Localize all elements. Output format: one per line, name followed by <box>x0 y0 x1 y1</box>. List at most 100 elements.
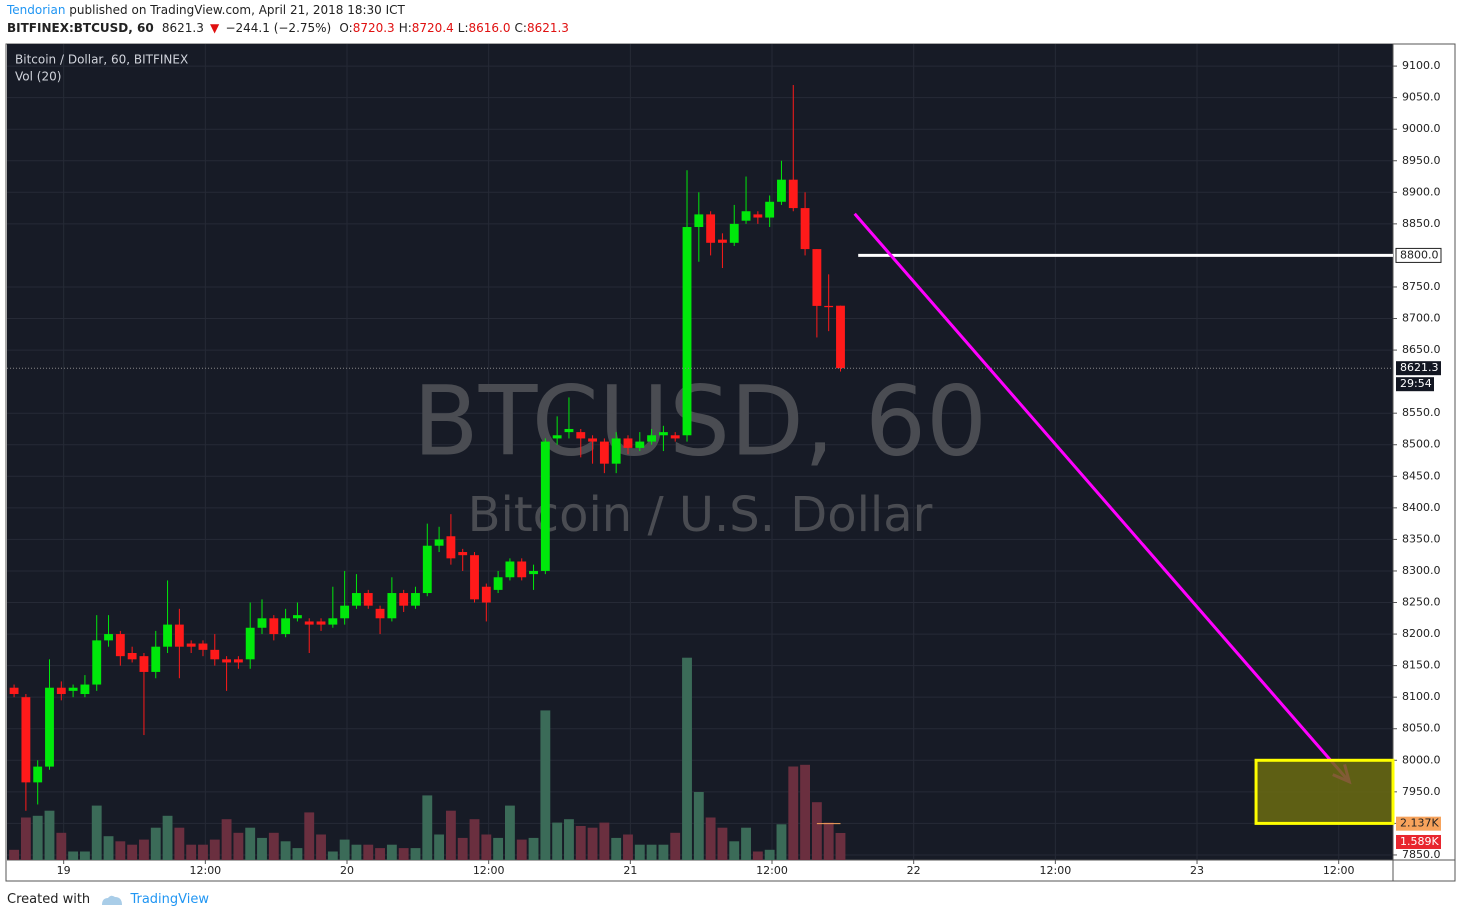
candle-body <box>363 593 373 606</box>
x-tick-label: 21 <box>623 864 637 877</box>
volume-bar <box>717 827 728 860</box>
candle-body <box>9 687 19 695</box>
volume-bar <box>682 657 692 860</box>
countdown: 29:54 <box>1400 377 1432 390</box>
volume-bar <box>20 817 31 860</box>
candle-body <box>68 687 78 691</box>
brand[interactable]: TradingView <box>130 892 209 907</box>
volume-bar <box>811 802 822 860</box>
volume-bar <box>386 844 397 860</box>
volume-bar <box>233 832 244 860</box>
candle-body <box>741 211 751 221</box>
candle-body <box>824 305 834 308</box>
volume-bar <box>823 822 834 860</box>
volume-bar <box>623 834 633 860</box>
volume-last-box <box>1396 834 1441 849</box>
y-tick-label: 8900.0 <box>1402 185 1441 198</box>
candle-body <box>481 586 491 603</box>
candle-body <box>352 593 361 606</box>
y-tick-label: 9000.0 <box>1402 122 1441 135</box>
y-tick-label: 8700.0 <box>1402 312 1441 325</box>
candle-body <box>210 649 220 660</box>
x-tick-label: 12:00 <box>1323 864 1355 877</box>
candle-body <box>328 618 338 625</box>
candle-body <box>56 687 66 695</box>
volume-bar <box>729 841 740 860</box>
footer: Created with TradingView <box>7 892 213 907</box>
volume-bar <box>9 849 20 860</box>
candle-body <box>292 615 302 619</box>
volume-bar <box>469 819 480 860</box>
y-tick-label: 8450.0 <box>1402 469 1441 482</box>
ohlc-key: L: <box>457 21 469 35</box>
volume-bar <box>115 841 126 860</box>
candle-body <box>115 634 125 657</box>
candle-body <box>552 435 562 439</box>
volume-bar <box>139 839 149 860</box>
change-arrow: ▼ <box>210 21 220 35</box>
volume-bar <box>540 710 551 860</box>
volume-bar <box>339 839 350 860</box>
candle-body <box>281 618 291 635</box>
volume-bar <box>398 848 409 860</box>
candle-body <box>92 640 102 685</box>
candle-body <box>245 627 255 660</box>
candle-body <box>647 435 657 442</box>
volume-bar <box>198 844 208 860</box>
candle-body <box>812 249 822 306</box>
x-tick-label: 22 <box>907 864 921 877</box>
candle-body <box>174 624 184 647</box>
volume-bar <box>516 839 527 860</box>
y-tick-label: 8250.0 <box>1402 596 1441 609</box>
y-tick-label: 8350.0 <box>1402 532 1441 545</box>
volume-bar <box>764 849 775 860</box>
volume-bar <box>410 848 421 860</box>
watermark: BTCUSD, 60 <box>413 365 987 477</box>
volume-bar <box>705 817 716 860</box>
volume-bar <box>741 827 751 860</box>
volume-bar <box>245 827 256 860</box>
volume-bar <box>363 844 374 860</box>
volume-bar <box>127 844 138 860</box>
candle-body <box>658 432 668 436</box>
candle-body <box>222 659 232 663</box>
volume-bar <box>103 836 114 860</box>
candle-body <box>21 697 31 783</box>
volume-bar <box>150 827 161 860</box>
volume-bar <box>32 815 43 860</box>
candle-body <box>529 570 538 575</box>
candle-body <box>694 214 704 228</box>
volume-bar <box>422 795 433 860</box>
published: published on TradingView.com, April 21, … <box>69 3 405 17</box>
y-tick-label: 8300.0 <box>1402 564 1441 577</box>
y-tick-label: 8650.0 <box>1402 343 1441 356</box>
volume-bar <box>375 848 385 860</box>
y-tick-label: 8750.0 <box>1402 280 1441 293</box>
ohlc-key: H: <box>398 21 412 35</box>
candle-body <box>800 208 810 250</box>
candle-body <box>777 179 786 202</box>
candle-body <box>753 214 763 218</box>
candle-body <box>599 441 609 464</box>
candle-body <box>836 305 845 369</box>
candle-body <box>434 539 444 546</box>
candle-body <box>127 653 137 660</box>
volume-bar <box>162 815 173 860</box>
volume-bar <box>91 805 102 860</box>
ohlc-key: O: <box>339 21 353 35</box>
symbol-line: BITFINEX:BTCUSD, 60 8621.3 ▼ −244.1 (−2.… <box>7 21 573 35</box>
candle-body <box>564 428 574 433</box>
candle-body <box>446 536 456 559</box>
author[interactable]: Tendorian <box>7 3 66 17</box>
volume-bar <box>599 822 610 860</box>
volume-bar <box>776 824 787 860</box>
last-price-label: 8621.3 <box>1400 361 1439 374</box>
volume-bar <box>79 851 90 860</box>
y-tick-label: 9100.0 <box>1402 59 1441 72</box>
y-tick-label: 8200.0 <box>1402 627 1441 640</box>
volume-bar <box>552 822 563 860</box>
publish-line: Tendorian published on TradingView.com, … <box>7 3 409 17</box>
volume-ma-box <box>1396 816 1441 831</box>
x-tick-label: 23 <box>1190 864 1204 877</box>
y-tick-label: 8500.0 <box>1402 438 1441 451</box>
